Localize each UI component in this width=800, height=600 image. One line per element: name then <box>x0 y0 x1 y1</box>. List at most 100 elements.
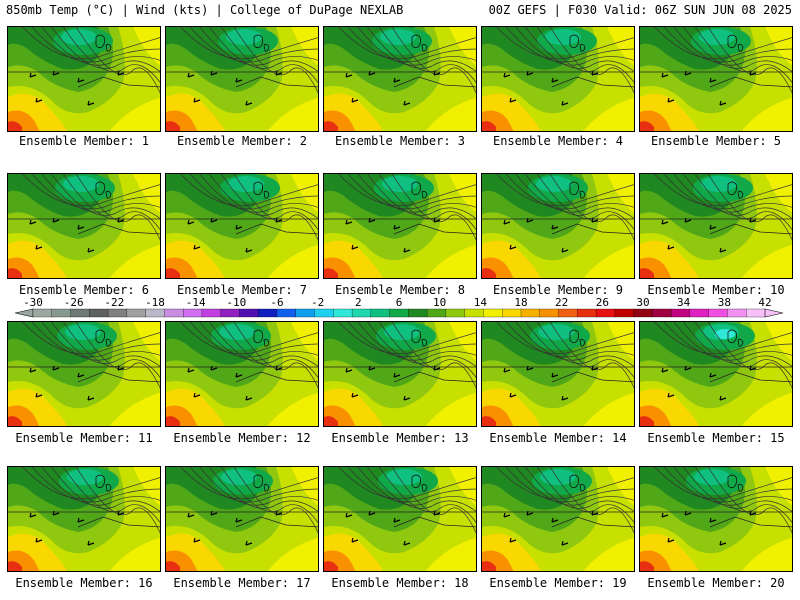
colorbar-swatch <box>502 308 522 318</box>
colorbar-swatch <box>126 308 147 318</box>
colorbar-tick-label: -18 <box>145 296 165 309</box>
colorbar-tick-label: 18 <box>514 296 527 309</box>
temperature-field-map <box>482 467 634 571</box>
ensemble-map-panel <box>7 173 161 279</box>
colorbar-swatch <box>276 308 297 318</box>
ensemble-map-panel <box>481 321 635 427</box>
colorbar-tick-label: -6 <box>270 296 283 309</box>
ensemble-map-panel <box>323 26 477 132</box>
ensemble-member-label: Ensemble Member: 7 <box>176 283 308 297</box>
colorbar-tick-label: -30 <box>23 296 43 309</box>
colorbar-swatch <box>652 308 672 318</box>
colorbar-tick-label: -2 <box>311 296 324 309</box>
ensemble-member-label: Ensemble Member: 2 <box>176 134 308 148</box>
colorbar-swatch <box>239 308 259 318</box>
ensemble-map-panel <box>7 26 161 132</box>
colorbar-swatch <box>539 308 559 318</box>
ensemble-map-panel <box>639 26 793 132</box>
colorbar-swatch <box>201 308 222 318</box>
temperature-field-map <box>482 174 634 278</box>
temperature-field-map <box>8 27 160 131</box>
temperature-field-map <box>482 27 634 131</box>
colorbar-tick-label: 22 <box>555 296 568 309</box>
colorbar-tick-label: 10 <box>433 296 446 309</box>
temperature-field-map <box>8 322 160 426</box>
ensemble-map-panel <box>639 173 793 279</box>
colorbar-tick-label: 42 <box>758 296 771 309</box>
colorbar-tick-label: 14 <box>474 296 488 309</box>
colorbar-tick-label: 2 <box>355 296 362 309</box>
temperature-field-map <box>166 467 318 571</box>
colorbar-left-arrow <box>14 308 34 318</box>
ensemble-member-label: Ensemble Member: 14 <box>489 431 627 445</box>
ensemble-member-label: Ensemble Member: 15 <box>647 431 785 445</box>
colorbar-swatch <box>258 308 278 318</box>
temperature-field-map <box>640 322 792 426</box>
temperature-field-map <box>640 174 792 278</box>
colorbar-swatch <box>595 308 616 318</box>
colorbar-tick-label: -14 <box>186 296 206 309</box>
ensemble-member-label: Ensemble Member: 3 <box>334 134 466 148</box>
colorbar-swatch <box>671 308 691 318</box>
colorbar-swatch <box>633 308 653 318</box>
ensemble-map-panel <box>7 321 161 427</box>
temperature-field-map <box>324 467 476 571</box>
temperature-field-map <box>640 27 792 131</box>
colorbar-tick-label: 38 <box>718 296 731 309</box>
ensemble-map-panel <box>639 321 793 427</box>
colorbar-swatch <box>295 308 315 318</box>
colorbar-swatch <box>464 308 484 318</box>
temperature-field-map <box>8 467 160 571</box>
temperature-field-map <box>166 174 318 278</box>
ensemble-map-panel <box>481 173 635 279</box>
ensemble-member-label: Ensemble Member: 16 <box>15 576 153 590</box>
map-title: 850mb Temp (°C) | Wind (kts) | College o… <box>6 3 404 17</box>
ensemble-member-label: Ensemble Member: 6 <box>18 283 150 297</box>
ensemble-map-panel <box>165 466 319 572</box>
temperature-field-map <box>8 174 160 278</box>
colorbar-swatch <box>520 308 541 318</box>
colorbar-swatch <box>314 308 334 318</box>
temperature-field-map <box>482 322 634 426</box>
colorbar-swatch <box>32 308 53 318</box>
colorbar-swatch <box>370 308 391 318</box>
ensemble-member-label: Ensemble Member: 11 <box>15 431 153 445</box>
ensemble-member-label: Ensemble Member: 5 <box>650 134 782 148</box>
temperature-field-map <box>166 322 318 426</box>
model-run-info: 00Z GEFS | F030 Valid: 06Z SUN JUN 08 20… <box>488 3 792 17</box>
ensemble-map-panel <box>165 26 319 132</box>
colorbar-tick-label: 30 <box>636 296 649 309</box>
colorbar-swatch <box>746 308 766 318</box>
colorbar-tick-label: -22 <box>104 296 124 309</box>
ensemble-member-label: Ensemble Member: 9 <box>492 283 624 297</box>
temperature-field-map <box>166 27 318 131</box>
ensemble-member-label: Ensemble Member: 12 <box>173 431 311 445</box>
colorbar-swatch <box>220 308 240 318</box>
colorbar-swatch <box>708 308 728 318</box>
colorbar-swatch <box>614 308 635 318</box>
colorbar-swatch <box>577 308 597 318</box>
colorbar-tick-label: -10 <box>226 296 246 309</box>
ensemble-map-panel <box>639 466 793 572</box>
colorbar-swatch <box>145 308 165 318</box>
colorbar-right-arrow <box>764 308 784 318</box>
ensemble-member-label: Ensemble Member: 1 <box>18 134 150 148</box>
temperature-field-map <box>324 322 476 426</box>
colorbar-swatch <box>727 308 747 318</box>
colorbar-tick-label: 6 <box>396 296 403 309</box>
colorbar-swatch <box>427 308 447 318</box>
colorbar-swatch <box>107 308 128 318</box>
ensemble-member-label: Ensemble Member: 18 <box>331 576 469 590</box>
ensemble-member-label: Ensemble Member: 10 <box>647 283 785 297</box>
colorbar-swatch <box>70 308 90 318</box>
colorbar-swatch <box>51 308 71 318</box>
colorbar-swatch <box>333 308 353 318</box>
colorbar-swatch <box>558 308 578 318</box>
ensemble-member-label: Ensemble Member: 20 <box>647 576 785 590</box>
colorbar-swatch <box>689 308 710 318</box>
temperature-field-map <box>324 27 476 131</box>
temperature-colorbar: -30 -26 -22 -18 -14 -10 -6 -2 2 6 10 14 18 22 26 30 34 38… <box>14 296 784 318</box>
temperature-field-map <box>324 174 476 278</box>
ensemble-map-panel <box>323 321 477 427</box>
colorbar-swatch <box>183 308 203 318</box>
